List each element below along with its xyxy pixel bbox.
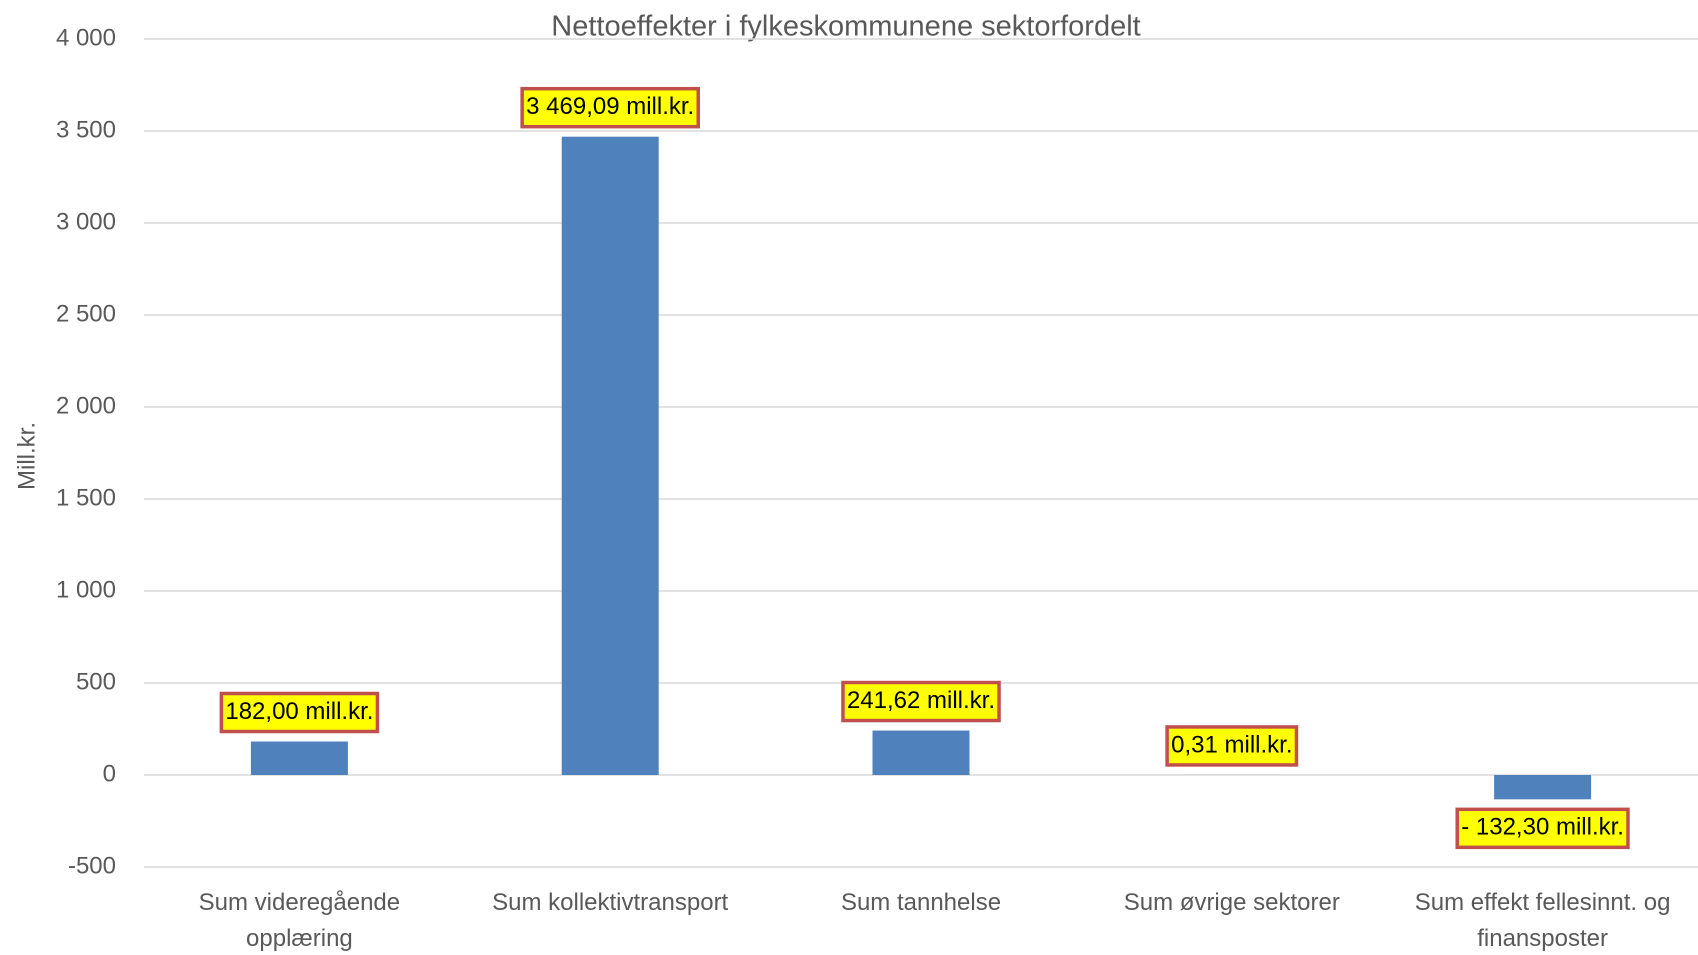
- data-label-text: 182,00 mill.kr.: [225, 698, 373, 725]
- x-tick-label: Sum kollektivtransport: [492, 889, 728, 916]
- y-tick-label: -500: [68, 852, 116, 879]
- data-label: 182,00 mill.kr.: [219, 691, 380, 734]
- bar: [1494, 775, 1592, 800]
- y-tick-label: 500: [76, 668, 116, 695]
- y-tick-label: 3 500: [56, 116, 116, 143]
- data-label-text: 241,62 mill.kr.: [847, 687, 995, 714]
- data-label-box: [841, 680, 1001, 723]
- y-tick-label: 4 000: [56, 24, 116, 51]
- data-label: 241,62 mill.kr.: [841, 680, 1001, 723]
- y-axis-label: Mill.kr.: [13, 422, 40, 490]
- data-label: 3 469,09 mill.kr.: [520, 86, 700, 129]
- x-tick-label: Sum tannhelse: [841, 889, 1001, 916]
- data-label-text: 0,31 mill.kr.: [1171, 731, 1292, 758]
- data-label-box: [520, 86, 700, 129]
- bar: [561, 136, 659, 775]
- y-tick-label: 0: [103, 760, 116, 787]
- x-tick-label: Sum øvrige sektorer: [1124, 889, 1340, 916]
- data-label-box: [219, 691, 380, 734]
- data-label-text: 3 469,09 mill.kr.: [526, 93, 694, 120]
- y-tick-label: 2 500: [56, 300, 116, 327]
- data-label: - 132,30 mill.kr.: [1455, 807, 1630, 850]
- y-tick-label: 1 000: [56, 576, 116, 603]
- data-label: 0,31 mill.kr.: [1165, 725, 1299, 767]
- x-tick-label: Sum videregående opplæring: [199, 889, 400, 952]
- chart-title: Nettoeffekter i fylkeskommunene sektorfo…: [551, 11, 1140, 43]
- data-label-text: - 132,30 mill.kr.: [1461, 814, 1624, 841]
- bar: [250, 741, 348, 775]
- bar: [872, 730, 970, 775]
- y-tick-label: 1 500: [56, 484, 116, 511]
- data-label-box: [1455, 807, 1630, 850]
- x-tick-label: Sum effekt fellesinnt. og finansposter: [1415, 889, 1671, 952]
- data-label-box: [1165, 725, 1299, 767]
- y-tick-label: 2 000: [56, 392, 116, 419]
- y-tick-label: 3 000: [56, 208, 116, 235]
